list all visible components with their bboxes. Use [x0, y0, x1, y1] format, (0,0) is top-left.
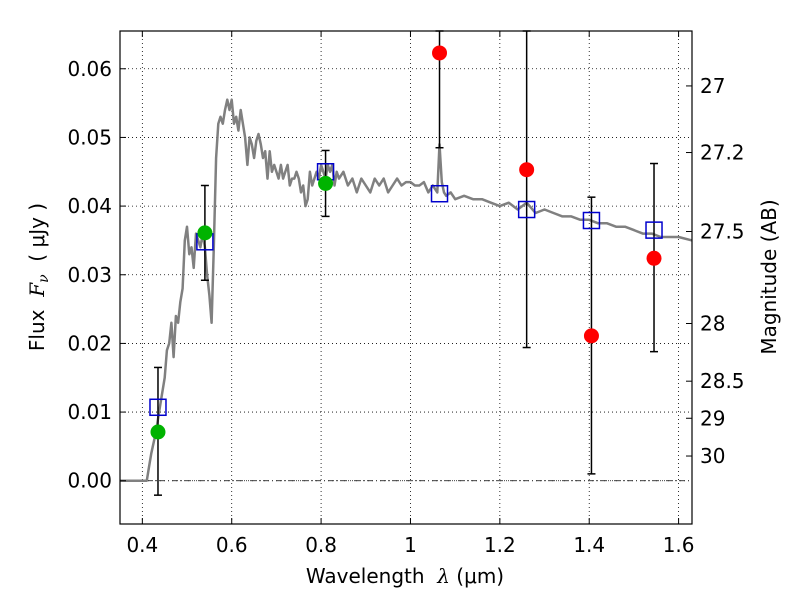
observed-point [583, 328, 599, 344]
x-tick-labels: 0.4 0.6 0.8 1 1.2 1.4 1.6 [126, 533, 694, 557]
x-tick-label: 0.6 [216, 533, 248, 557]
observed-photometry-points [150, 45, 662, 440]
x-tick-label: 1.6 [663, 533, 695, 557]
plot-frame [119, 30, 693, 525]
observed-point [519, 162, 535, 178]
y2-tick-label: 28.5 [700, 369, 745, 393]
model-point [149, 398, 167, 417]
y-tick-label: 0.04 [67, 194, 112, 218]
y2-tick-label: 27.2 [700, 141, 745, 165]
observed-point [318, 175, 334, 191]
y-tick-label: 0.01 [67, 400, 112, 424]
y2-tick-label: 29 [700, 406, 725, 430]
observed-point [432, 45, 448, 61]
y-axis-label: Flux Fν ( μJy ) [25, 203, 52, 351]
y-tick-label: 0.05 [67, 125, 112, 149]
y2-tick-label: 28 [700, 312, 725, 336]
x-tick-label: 1.2 [484, 533, 516, 557]
y2-tick-label: 27 [700, 74, 725, 98]
y-tick-label: 0.02 [67, 331, 112, 355]
y2-tick-label: 30 [700, 444, 725, 468]
y-tick-label: 0.06 [67, 57, 112, 81]
x-tick-label: 0.8 [305, 533, 337, 557]
grid-lines [120, 31, 692, 524]
observed-point [197, 225, 213, 241]
model-point [582, 211, 601, 230]
x-tick-label: 1.4 [573, 533, 605, 557]
model-point [645, 221, 663, 239]
y2-tick-label: 27.5 [700, 219, 745, 243]
observed-point [150, 424, 166, 440]
y2-axis-label: Magnitude (AB) [757, 199, 781, 354]
model-point [517, 200, 536, 219]
y-tick-label: 0.03 [67, 263, 112, 287]
model-point [430, 184, 449, 203]
axis-ticks [120, 31, 692, 524]
y2-tick-labels: 27 27.2 27.5 28 28.5 29 30 [700, 74, 745, 468]
y-tick-labels: 0.00 0.01 0.02 0.03 0.04 0.05 0.06 [67, 57, 112, 493]
x-axis-label: Wavelength λ (μm) [306, 564, 504, 588]
observed-point [646, 250, 662, 266]
x-tick-label: 0.4 [126, 533, 158, 557]
y-tick-label: 0.00 [67, 469, 112, 493]
x-tick-label: 1 [404, 533, 417, 557]
